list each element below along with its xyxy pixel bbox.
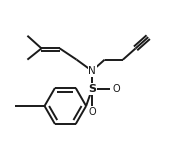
Text: S: S xyxy=(88,84,96,94)
Text: O: O xyxy=(88,107,96,117)
Text: N: N xyxy=(88,66,96,76)
Text: O: O xyxy=(112,84,120,94)
